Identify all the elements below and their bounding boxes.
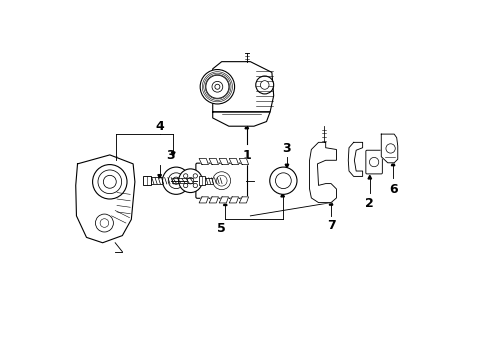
Circle shape bbox=[93, 165, 127, 199]
Text: 7: 7 bbox=[327, 220, 336, 233]
Polygon shape bbox=[281, 193, 284, 197]
Circle shape bbox=[212, 81, 223, 92]
Circle shape bbox=[200, 69, 235, 104]
Polygon shape bbox=[239, 197, 248, 203]
Circle shape bbox=[103, 175, 116, 188]
Circle shape bbox=[275, 173, 291, 189]
Circle shape bbox=[206, 75, 229, 98]
FancyBboxPatch shape bbox=[366, 150, 382, 174]
Polygon shape bbox=[310, 142, 337, 203]
Circle shape bbox=[184, 183, 188, 188]
Polygon shape bbox=[368, 175, 371, 179]
Polygon shape bbox=[285, 164, 289, 168]
Polygon shape bbox=[219, 197, 228, 203]
Text: 2: 2 bbox=[366, 197, 374, 210]
Polygon shape bbox=[392, 162, 395, 166]
Polygon shape bbox=[172, 152, 175, 156]
Polygon shape bbox=[239, 158, 248, 165]
Circle shape bbox=[215, 84, 220, 89]
Polygon shape bbox=[213, 112, 270, 126]
Circle shape bbox=[100, 219, 109, 227]
Polygon shape bbox=[213, 62, 274, 112]
Text: 6: 6 bbox=[389, 183, 397, 196]
Circle shape bbox=[369, 157, 379, 167]
Polygon shape bbox=[219, 158, 228, 165]
Polygon shape bbox=[329, 202, 333, 205]
Circle shape bbox=[270, 167, 297, 194]
Circle shape bbox=[386, 144, 395, 153]
Text: 5: 5 bbox=[218, 222, 226, 235]
Circle shape bbox=[256, 76, 274, 94]
Polygon shape bbox=[158, 175, 161, 178]
Circle shape bbox=[179, 169, 202, 193]
Polygon shape bbox=[229, 197, 239, 203]
Circle shape bbox=[98, 170, 122, 194]
Text: 3: 3 bbox=[166, 149, 175, 162]
Circle shape bbox=[193, 183, 197, 188]
Polygon shape bbox=[199, 197, 208, 203]
Text: 4: 4 bbox=[156, 120, 164, 134]
Polygon shape bbox=[114, 157, 118, 161]
Polygon shape bbox=[209, 197, 219, 203]
Circle shape bbox=[193, 174, 197, 178]
FancyBboxPatch shape bbox=[143, 176, 151, 185]
Polygon shape bbox=[223, 202, 227, 206]
Circle shape bbox=[260, 81, 269, 89]
Circle shape bbox=[168, 173, 184, 189]
Text: 3: 3 bbox=[283, 142, 291, 155]
FancyBboxPatch shape bbox=[196, 163, 247, 198]
Polygon shape bbox=[229, 158, 239, 165]
Polygon shape bbox=[76, 155, 135, 243]
Circle shape bbox=[187, 177, 194, 184]
Circle shape bbox=[213, 172, 231, 190]
Circle shape bbox=[163, 167, 190, 194]
Circle shape bbox=[172, 177, 180, 184]
Circle shape bbox=[96, 214, 113, 232]
FancyBboxPatch shape bbox=[199, 176, 205, 185]
Circle shape bbox=[216, 175, 227, 186]
Polygon shape bbox=[199, 158, 208, 165]
Polygon shape bbox=[381, 134, 398, 163]
Text: 1: 1 bbox=[243, 149, 251, 162]
Polygon shape bbox=[245, 125, 248, 129]
Polygon shape bbox=[348, 142, 363, 176]
Polygon shape bbox=[209, 158, 219, 165]
Circle shape bbox=[184, 174, 188, 178]
